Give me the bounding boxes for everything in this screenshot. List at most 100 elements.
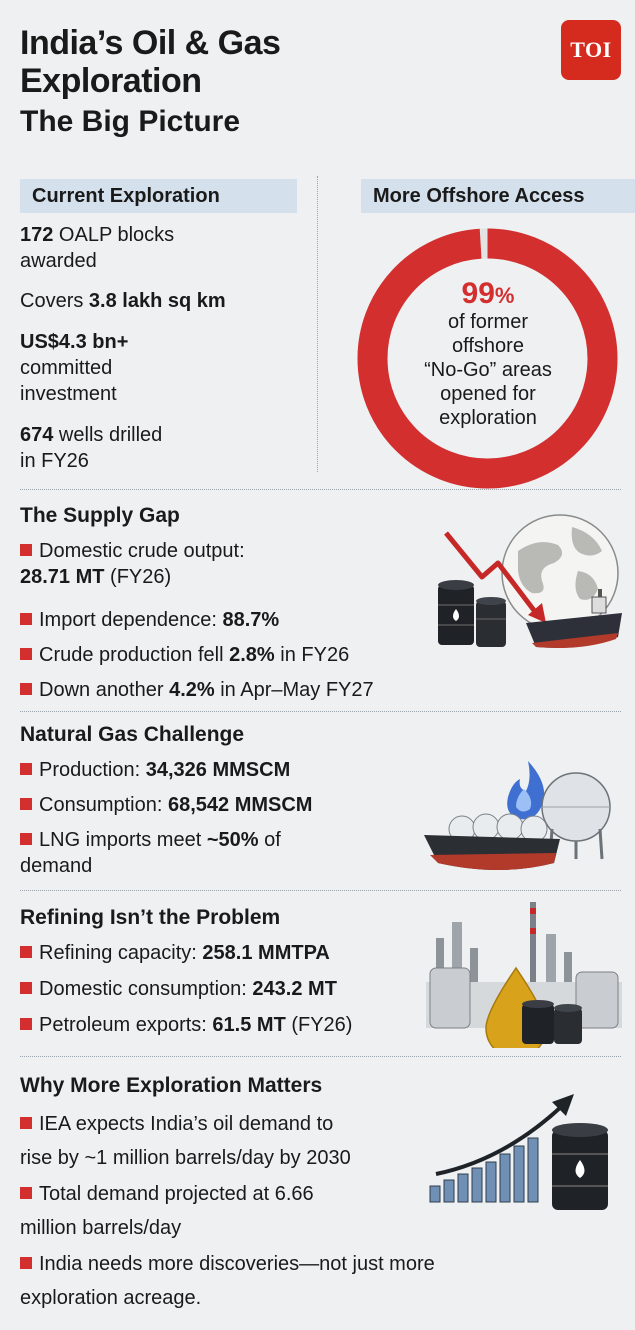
title-line-1: India’s Oil & Gas xyxy=(20,24,281,62)
investment-stat: US$4.3 bn+ committed investment xyxy=(20,329,128,407)
why-bullet-2: Total demand projected at 6.66 million ba… xyxy=(20,1177,314,1245)
rising-arrow-icon xyxy=(435,1094,574,1176)
oil-barrel-icon xyxy=(552,1123,608,1210)
wells-stat: 674 wells drilled in FY26 xyxy=(20,422,162,474)
donut-arc-opened xyxy=(357,228,618,489)
oil-barrels-icon xyxy=(438,580,506,647)
natural-gas-illustration xyxy=(424,761,611,870)
bullet-text: India needs more discoveries—not just mo… xyxy=(39,1253,435,1275)
falling-arrow-icon xyxy=(444,531,538,615)
bullet-text: Petroleum exports: xyxy=(39,1014,213,1036)
offshore-line-1: of former xyxy=(447,311,529,333)
bullet-square-icon xyxy=(20,1117,32,1129)
blocks-text-2: awarded xyxy=(20,250,97,272)
area-prefix: Covers xyxy=(20,290,89,312)
bullet-text: Total demand projected at 6.66 xyxy=(39,1183,314,1205)
bullet-value: 28.71 MT xyxy=(20,566,105,588)
refining-illustration xyxy=(426,902,622,1048)
refining-bullet-3: Petroleum exports: 61.5 MT (FY26) xyxy=(20,1012,352,1038)
bullet-suffix: (FY26) xyxy=(104,566,172,588)
demand-growth-illustration xyxy=(429,1094,608,1210)
refining-title: Refining Isn’t the Problem xyxy=(20,906,281,929)
offshore-line-5: exploration xyxy=(439,407,537,429)
offshore-unit: % xyxy=(494,283,515,308)
refining-bullet-1: Refining capacity: 258.1 MMTPA xyxy=(20,940,330,966)
why-exploration-title: Why More Exploration Matters xyxy=(20,1074,323,1097)
bullet-value: 243.2 MT xyxy=(252,978,337,1000)
bullet-value: ~50% xyxy=(206,829,259,851)
bullet-text: Crude production fell xyxy=(39,644,230,666)
area-stat: Covers 3.8 lakh sq km xyxy=(20,288,226,314)
bullet-square-icon xyxy=(20,798,32,810)
title-line-2: Exploration xyxy=(20,62,202,100)
donut-label: 99% of former offshore “No-Go” areas ope… xyxy=(370,278,606,430)
natural-gas-bullet-1: Production: 34,326 MMSCM xyxy=(20,757,290,783)
bullet-square-icon xyxy=(20,946,32,958)
divider-2 xyxy=(20,711,621,712)
supply-gap-bullet-3: Crude production fell 2.8% in FY26 xyxy=(20,642,349,668)
bullet-text: Domestic consumption: xyxy=(39,978,253,1000)
offshore-line-4: opened for xyxy=(440,383,536,405)
bullet-value: 88.7% xyxy=(222,609,280,631)
bullet-text: Production: xyxy=(39,759,146,781)
current-exploration-header: Current Exploration xyxy=(20,179,297,213)
divider-1 xyxy=(20,489,621,490)
bullet-suffix: in FY26 xyxy=(274,644,350,666)
divider-4 xyxy=(20,1056,621,1057)
page-title: India’s Oil & Gas Exploration The Big Pi… xyxy=(20,24,281,142)
bullet-text: Consumption: xyxy=(39,794,168,816)
bullet-square-icon xyxy=(20,544,32,556)
bullet-text: Refining capacity: xyxy=(39,942,203,964)
why-bullet-1: IEA expects India’s oil demand to rise by… xyxy=(20,1107,351,1175)
bullet-square-icon xyxy=(20,1018,32,1030)
blocks-stat: 172 OALP blocks awarded xyxy=(20,222,174,274)
bullet-line-2: million barrels/day xyxy=(20,1217,182,1239)
bullet-square-icon xyxy=(20,982,32,994)
gas-flame-icon xyxy=(507,761,545,820)
offshore-access-header: More Offshore Access xyxy=(361,179,635,213)
blocks-text: OALP blocks xyxy=(53,224,175,246)
bullet-suffix: (FY26) xyxy=(285,1014,353,1036)
oil-barrels-icon xyxy=(522,1000,582,1044)
bullet-text: LNG imports meet xyxy=(39,829,207,851)
bullet-line-2: rise by ~1 million barrels/day by 2030 xyxy=(20,1147,351,1169)
supply-gap-title: The Supply Gap xyxy=(20,504,180,527)
bullet-square-icon xyxy=(20,613,32,625)
offshore-line-3: “No-Go” areas xyxy=(424,359,552,381)
bullet-value: 34,326 MMSCM xyxy=(145,759,291,781)
natural-gas-bullet-2: Consumption: 68,542 MMSCM xyxy=(20,792,312,818)
bullet-text: Domestic crude output: xyxy=(39,540,245,562)
refining-bullet-2: Domestic consumption: 243.2 MT xyxy=(20,976,337,1002)
area-value: 3.8 lakh sq km xyxy=(88,290,226,312)
bullet-value: 258.1 MMTPA xyxy=(202,942,330,964)
lng-carrier-icon xyxy=(424,813,560,870)
bullet-suffix: in Apr–May FY27 xyxy=(214,679,374,701)
column-divider xyxy=(317,176,318,472)
bullet-text: Import dependence: xyxy=(39,609,223,631)
storage-sphere-icon xyxy=(541,772,611,860)
wells-value: 674 xyxy=(20,424,54,446)
bullet-value: 68,542 MMSCM xyxy=(167,794,313,816)
bullet-value: 4.2% xyxy=(169,679,215,701)
divider-3 xyxy=(20,890,621,891)
supply-gap-bullet-2: Import dependence: 88.7% xyxy=(20,607,279,633)
falling-arrow-head-icon xyxy=(528,603,546,623)
bullet-text: IEA expects India’s oil demand to xyxy=(39,1113,334,1135)
bullet-value: 2.8% xyxy=(229,644,275,666)
why-bullet-3: India needs more discoveries—not just mo… xyxy=(20,1247,435,1315)
bullet-square-icon xyxy=(20,683,32,695)
title-subtitle: The Big Picture xyxy=(20,105,241,138)
supply-gap-bullet-4: Down another 4.2% in Apr–May FY27 xyxy=(20,677,374,703)
investment-text: committed xyxy=(20,357,113,379)
bullet-line-2: demand xyxy=(20,855,93,877)
bullet-square-icon xyxy=(20,833,32,845)
offshore-value: 99 xyxy=(461,277,495,310)
supply-gap-bullet-1: Domestic crude output: 28.71 MT (FY26) xyxy=(20,538,245,590)
crude-tanker-icon xyxy=(526,589,622,648)
bullet-square-icon xyxy=(20,1187,32,1199)
bullet-square-icon xyxy=(20,648,32,660)
investment-value: US$4.3 bn+ xyxy=(20,331,129,353)
rising-bars-icon xyxy=(429,1137,539,1203)
bullet-suffix: of xyxy=(258,829,281,851)
